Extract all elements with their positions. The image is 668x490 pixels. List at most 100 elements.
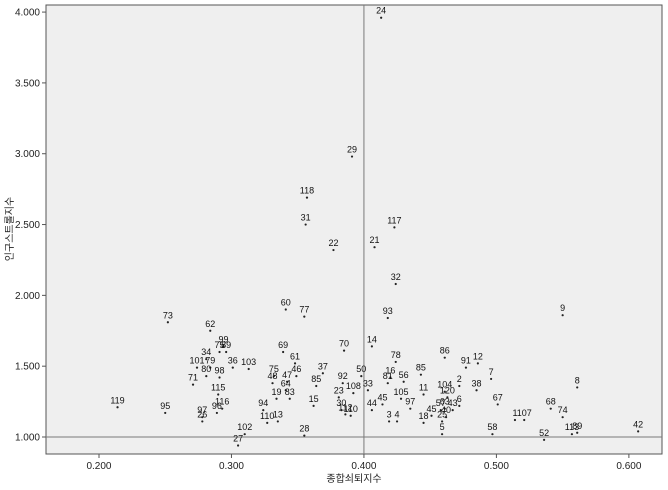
data-point: 43	[448, 398, 458, 412]
point-label: 29	[347, 145, 357, 155]
data-point: 118	[300, 186, 314, 199]
point-marker	[443, 407, 446, 410]
data-point: 81	[383, 371, 393, 385]
point-label: 50	[356, 364, 366, 374]
point-label: 120	[440, 385, 455, 395]
point-label: 18	[419, 411, 429, 421]
data-point: 92	[338, 371, 348, 385]
point-marker	[236, 444, 240, 447]
point-marker	[440, 420, 444, 423]
data-point: 108	[346, 381, 361, 395]
point-label: 101	[190, 356, 205, 366]
point-label: 112	[338, 402, 352, 412]
point-marker	[349, 414, 352, 417]
y-tick-label: 4.000	[15, 8, 40, 19]
point-marker	[337, 396, 340, 399]
point-label: 28	[299, 424, 309, 434]
point-label: 32	[391, 272, 401, 282]
point-label: 98	[215, 366, 225, 376]
point-marker	[513, 418, 517, 422]
point-label: 79	[205, 356, 215, 366]
data-point: 102	[237, 422, 252, 436]
point-label: 64	[281, 378, 291, 388]
point-marker	[282, 350, 285, 354]
point-marker	[549, 407, 552, 410]
point-marker	[312, 404, 315, 407]
data-point: 78	[391, 350, 401, 364]
data-point: 23	[334, 385, 344, 399]
point-marker	[542, 438, 546, 441]
data-point: 93	[383, 306, 393, 320]
data-point: 69	[278, 340, 288, 354]
point-label: 37	[318, 361, 328, 371]
point-label: 60	[281, 298, 291, 308]
point-marker	[304, 223, 307, 226]
point-label: 57	[436, 398, 446, 408]
data-point: 16	[385, 366, 395, 379]
point-marker	[243, 433, 246, 436]
data-point: 89	[221, 340, 231, 354]
data-point: 50	[356, 364, 366, 378]
point-label: 113	[565, 422, 579, 432]
x-tick-label: 0.600	[616, 461, 641, 472]
point-marker	[523, 418, 526, 422]
point-label: 71	[188, 373, 198, 383]
point-label: 47	[282, 370, 292, 380]
data-point: 94	[258, 398, 268, 412]
data-point: 74	[558, 405, 568, 419]
point-label: 117	[387, 215, 401, 225]
point-label: 77	[299, 305, 309, 315]
point-label: 75	[215, 340, 225, 350]
data-point: 73	[163, 310, 173, 324]
data-point: 52	[539, 428, 549, 441]
point-label: 43	[448, 398, 458, 408]
point-label: 8	[575, 375, 580, 385]
y-tick-label: 2.000	[15, 291, 40, 302]
point-marker	[288, 397, 291, 400]
data-point: 34	[201, 347, 211, 361]
point-marker	[205, 358, 208, 361]
data-point: 99	[219, 334, 229, 348]
point-marker	[271, 382, 274, 385]
point-label: 48	[268, 371, 278, 381]
point-marker	[380, 16, 383, 19]
point-label: 45	[426, 404, 436, 414]
point-label: 63	[440, 397, 450, 407]
point-marker	[218, 350, 221, 354]
point-marker	[225, 350, 228, 354]
point-marker	[370, 408, 373, 412]
x-tick-label: 0.300	[219, 461, 244, 472]
point-label: 34	[201, 347, 211, 357]
point-label: 73	[163, 310, 173, 320]
point-label: 25	[437, 409, 447, 419]
point-marker	[201, 416, 204, 419]
point-marker	[440, 433, 444, 436]
data-point: 47	[282, 370, 292, 383]
point-marker	[395, 420, 399, 423]
point-marker	[490, 377, 493, 381]
point-marker	[637, 430, 640, 433]
point-label: 58	[487, 422, 497, 432]
point-marker	[262, 408, 265, 412]
data-point: 75	[269, 364, 279, 378]
data-point: 13	[273, 409, 283, 423]
point-label: 27	[233, 434, 243, 444]
data-point: 119	[110, 395, 125, 409]
y-axis-title: 인구스트롤지수	[4, 197, 16, 261]
point-marker	[166, 321, 169, 324]
data-point: 11	[419, 383, 428, 396]
point-label: 24	[376, 6, 386, 16]
point-marker	[295, 374, 298, 378]
y-axis-ticks: 1.000 1.500 2.000 2.500 3.000 3.500 4.000	[15, 8, 46, 444]
point-marker	[116, 406, 119, 409]
point-label: 116	[215, 397, 229, 407]
point-marker	[386, 316, 389, 320]
point-label: 21	[370, 235, 380, 245]
point-marker	[409, 407, 412, 410]
point-marker	[393, 226, 396, 229]
point-marker	[350, 155, 354, 158]
point-marker	[422, 421, 425, 424]
point-marker	[366, 389, 370, 392]
point-marker	[561, 416, 564, 419]
